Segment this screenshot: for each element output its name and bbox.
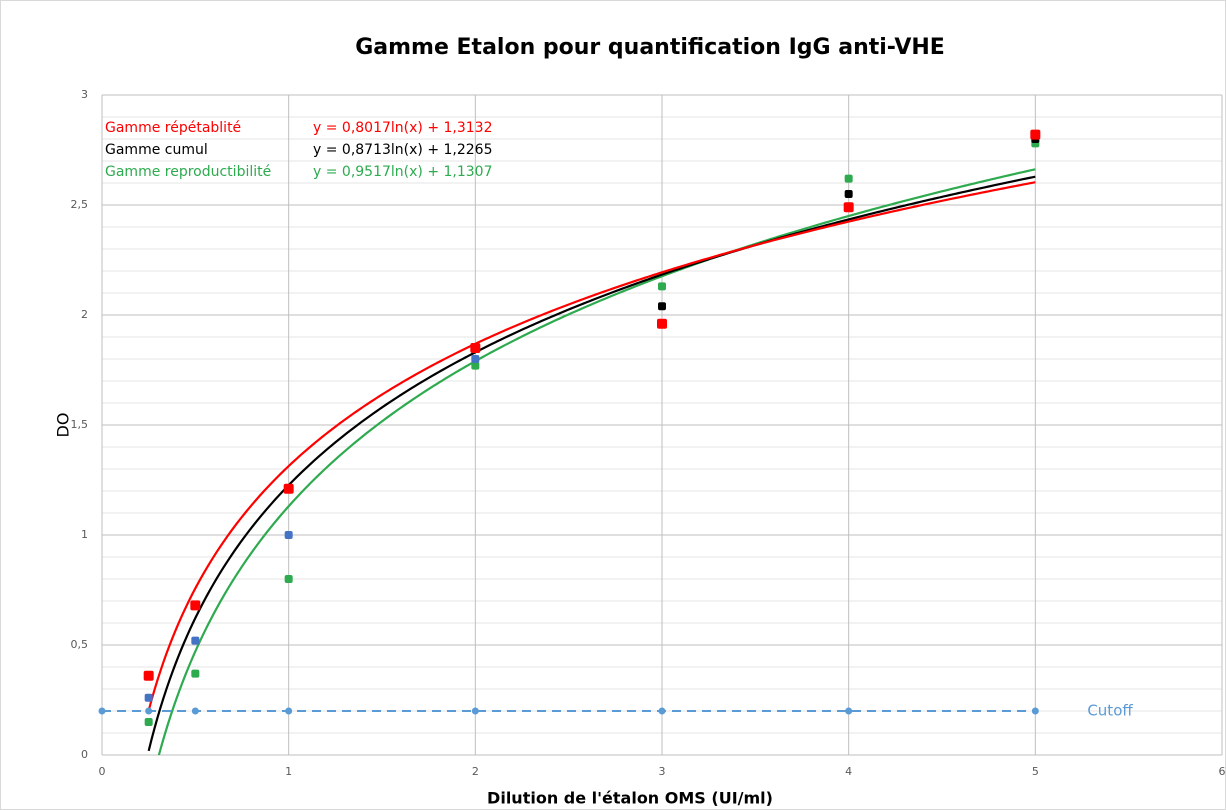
x-tick-label: 3 (659, 765, 666, 778)
x-tick-label: 4 (845, 765, 852, 778)
data-point (144, 718, 153, 726)
y-axis-label: DO (54, 413, 73, 438)
cutoff-point (658, 707, 666, 715)
cutoff-point (98, 707, 106, 715)
data-point (284, 575, 293, 583)
legend-entry: Gamme reproductibilité (105, 164, 271, 180)
x-tick-label: 5 (1032, 765, 1039, 778)
data-point (658, 282, 666, 291)
y-tick-label: 3 (81, 88, 88, 101)
data-point (658, 302, 666, 311)
trendline (147, 175, 1036, 752)
cutoff-point (145, 707, 153, 715)
data-point (1030, 129, 1041, 140)
data-point (284, 531, 293, 539)
cutoff-point (471, 707, 479, 715)
data-point (844, 174, 853, 183)
chart-title: Gamme Etalon pour quantification IgG ant… (355, 35, 945, 60)
data-point (844, 190, 853, 198)
data-point (144, 693, 153, 702)
data-point (471, 355, 480, 363)
data-point (143, 670, 154, 681)
data-point (843, 202, 854, 213)
trendline-equation: y = 0,8713ln(x) + 1,2265 (313, 142, 493, 158)
data-point (191, 669, 200, 678)
trendline-equation: y = 0,9517ln(x) + 1,1307 (313, 164, 493, 180)
y-tick-label: 2,5 (71, 198, 89, 211)
legend-entry: Gamme cumul (105, 142, 208, 158)
y-tick-label: 0 (81, 748, 88, 761)
data-point (190, 600, 201, 611)
y-tick-label: 1 (81, 528, 88, 541)
cutoff-point (191, 707, 199, 715)
x-tick-label: 2 (472, 765, 479, 778)
data-point (470, 343, 481, 353)
data-point (471, 361, 480, 370)
cutoff-point (285, 707, 293, 715)
x-tick-label: 6 (1219, 765, 1226, 778)
trendline-equation: y = 0,8017ln(x) + 1,3132 (313, 120, 493, 136)
x-tick-label: 0 (99, 765, 106, 778)
x-axis-label: Dilution de l'étalon OMS (UI/ml) (487, 789, 773, 808)
trendline (157, 168, 1036, 756)
y-tick-label: 2 (81, 308, 88, 321)
data-point (283, 483, 294, 494)
trendline (147, 181, 1036, 711)
x-tick-label: 1 (285, 765, 292, 778)
data-point (191, 636, 200, 645)
legend-entry: Gamme répétablité (105, 120, 241, 136)
y-tick-label: 1,5 (71, 418, 89, 431)
cutoff-point (845, 707, 853, 715)
data-point (657, 318, 667, 329)
cutoff-point (1031, 707, 1039, 715)
y-tick-label: 0,5 (71, 638, 89, 651)
series-label: Cutoff (1087, 702, 1133, 720)
